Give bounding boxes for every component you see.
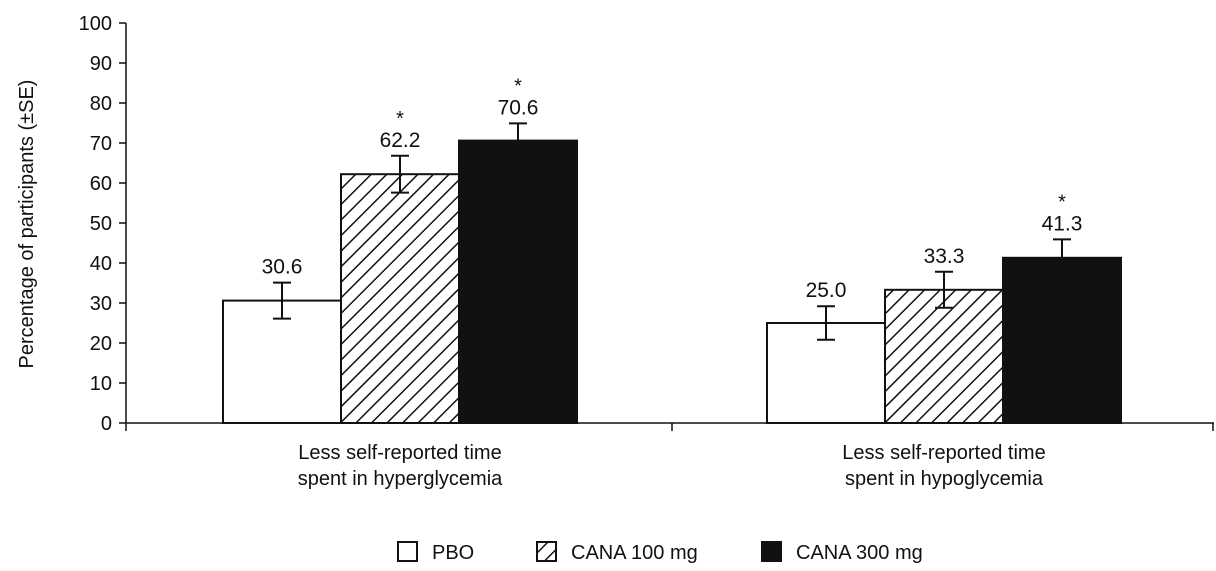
legend-swatch [397,541,418,562]
bar [340,173,460,424]
legend-swatch [761,541,782,562]
significance-marker: * [1058,191,1066,213]
data-labels: 30.662.2* 70.6*25.033.341.3* [262,75,1083,302]
data-label: 25.0 [806,279,847,302]
category-label: Less self-reported time [842,442,1045,464]
bar [884,288,1004,424]
bar [222,299,342,425]
y-tick-label: 20 [90,333,112,355]
y-tick-label: 60 [90,173,112,195]
y-axis: 0 10 20 30 40 50 60 70 80 90 100 [79,13,127,435]
significance-marker: * [396,108,404,130]
y-tick-label: 10 [90,373,112,395]
data-label: 30.6 [262,256,303,279]
legend-label: PBO [432,542,474,564]
y-tick-label: 40 [90,253,112,275]
data-label: 62.2 [380,129,421,152]
bar [458,139,578,424]
x-axis [125,422,1214,431]
category-labels: Less self-reported time spent in hypergly… [298,442,1046,490]
category-label: Less self-reported time [298,442,501,464]
data-label: 33.3 [924,245,965,268]
data-label: 70.6 [498,96,539,119]
y-tick-label: 90 [90,53,112,75]
y-tick-label: 70 [90,133,112,155]
legend: PBO CANA 100 mg CANA 300 mg [397,541,923,564]
y-tick-label: 80 [90,93,112,115]
category-label: spent in hypoglycemia [845,468,1044,490]
significance-marker: * [514,75,522,97]
bar [1002,256,1122,424]
y-axis-label: Percentage of participants (±SE) [16,80,38,369]
legend-label: CANA 100 mg [571,542,698,564]
y-tick-label: 100 [79,13,112,35]
y-tick-label: 30 [90,293,112,315]
category-label: spent in hyperglycemia [298,468,503,490]
bars [222,122,1122,425]
data-label: 41.3 [1042,212,1083,235]
y-tick-label: 50 [90,213,112,235]
y-tick-label: 0 [101,413,112,435]
legend-swatch [536,541,557,562]
legend-label: CANA 300 mg [796,542,923,564]
